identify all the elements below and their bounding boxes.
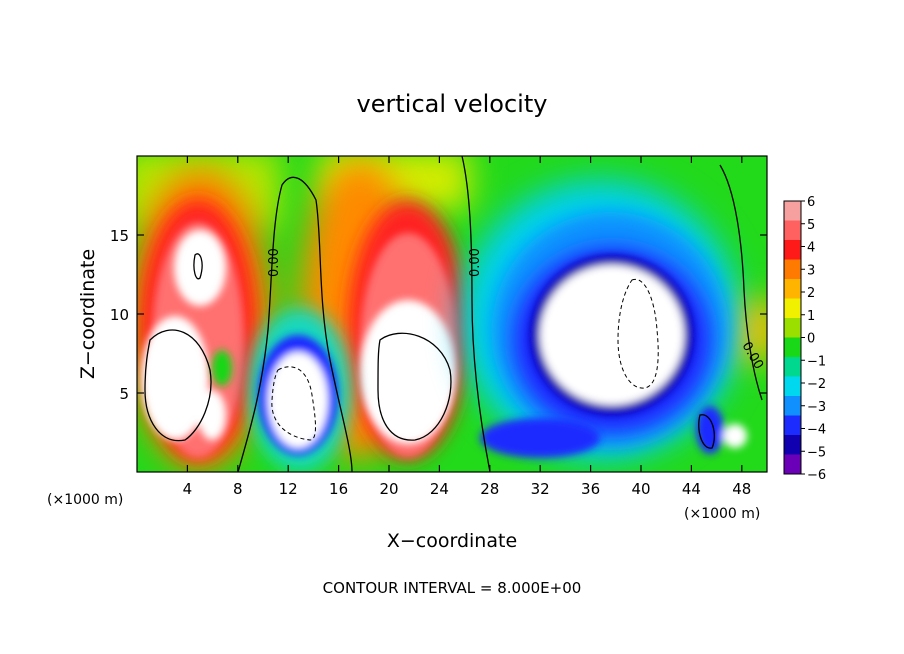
- colorbar-swatch: [784, 259, 801, 280]
- zero-contour: [461, 156, 491, 472]
- x-tick-label: 40: [631, 480, 650, 498]
- colorbar-level-label: 2: [807, 286, 815, 301]
- colorbar-level-label: 6: [807, 195, 815, 210]
- x-unit-left: (×1000 m): [47, 492, 123, 508]
- x-tick-label: 8: [233, 480, 243, 498]
- contour-label: 0.00: [267, 248, 282, 277]
- colorbar-swatch: [784, 357, 801, 377]
- core-outline: [698, 414, 715, 449]
- colorbar-level-label: −5: [807, 445, 826, 460]
- negative-contour: [617, 278, 659, 389]
- x-axis: 4 8 12 16 20 24 28 32 36 40 44 48: [183, 156, 751, 498]
- colorbar-swatch: [784, 454, 801, 475]
- colorbar-swatch: [784, 318, 801, 338]
- core-outline: [377, 332, 452, 441]
- zero-contour: [719, 164, 763, 401]
- x-tick-label: 28: [480, 480, 499, 498]
- colorbar-level-label: −3: [807, 400, 826, 415]
- x-tick-label: 36: [581, 480, 600, 498]
- y-tick-label: 10: [110, 306, 129, 324]
- x-tick-label: 32: [531, 480, 550, 498]
- x-tick-label: 4: [183, 480, 193, 498]
- x-tick-label: 48: [732, 480, 751, 498]
- colorbar-level-label: −4: [807, 423, 826, 438]
- colorbar-swatch: [784, 435, 801, 455]
- x-tick-label: 20: [379, 480, 398, 498]
- colorbar-level-label: 1: [807, 309, 815, 324]
- zero-contour: [237, 176, 353, 472]
- x-tick-label: 16: [329, 480, 348, 498]
- colorbar-level-label: 0: [807, 332, 815, 347]
- x-tick-label: 44: [682, 480, 701, 498]
- core-outline: [193, 253, 203, 280]
- negative-contour: [271, 366, 316, 441]
- colorbar-level-label: −2: [807, 377, 826, 392]
- colorbar-swatch: [784, 337, 801, 358]
- colorbar-swatch: [784, 376, 801, 397]
- colorbar-level-label: −6: [807, 468, 826, 483]
- x-unit-right: (×1000 m): [684, 506, 760, 522]
- colorbar-swatch: [784, 240, 801, 260]
- colorbar-level-label: 4: [807, 241, 815, 256]
- colorbar-level-label: 5: [807, 218, 815, 233]
- colorbar-swatch: [784, 201, 801, 221]
- contour-lines: [144, 156, 763, 472]
- x-tick-label: 24: [430, 480, 449, 498]
- y-axis: 5 10 15: [110, 227, 767, 403]
- colorbar-swatch: [784, 220, 801, 241]
- x-axis-label: X−coordinate: [387, 530, 517, 552]
- heatmap-field: [137, 156, 767, 472]
- colorbar-level-label: 3: [807, 263, 815, 278]
- x-tick-label: 12: [279, 480, 298, 498]
- y-tick-label: 5: [119, 385, 129, 403]
- colorbar-level-label: −1: [807, 354, 826, 369]
- chart-title: vertical velocity: [357, 90, 548, 118]
- colorbar-swatch: [784, 396, 801, 416]
- y-tick-label: 15: [110, 227, 129, 245]
- contour-label: 0.00: [468, 248, 483, 277]
- colorbar-swatch: [784, 298, 801, 319]
- colorbar: 6 5 4 3 2 1 0 −1 −2 −3 −4 −5 −6: [783, 195, 826, 483]
- colorbar-swatch: [784, 415, 801, 436]
- contour-interval-note: CONTOUR INTERVAL = 8.000E+00: [323, 579, 582, 597]
- core-outline: [144, 329, 212, 442]
- colorbar-swatch: [784, 279, 801, 299]
- y-axis-label: Z−coordinate: [77, 249, 99, 379]
- negative-contours: [271, 278, 659, 441]
